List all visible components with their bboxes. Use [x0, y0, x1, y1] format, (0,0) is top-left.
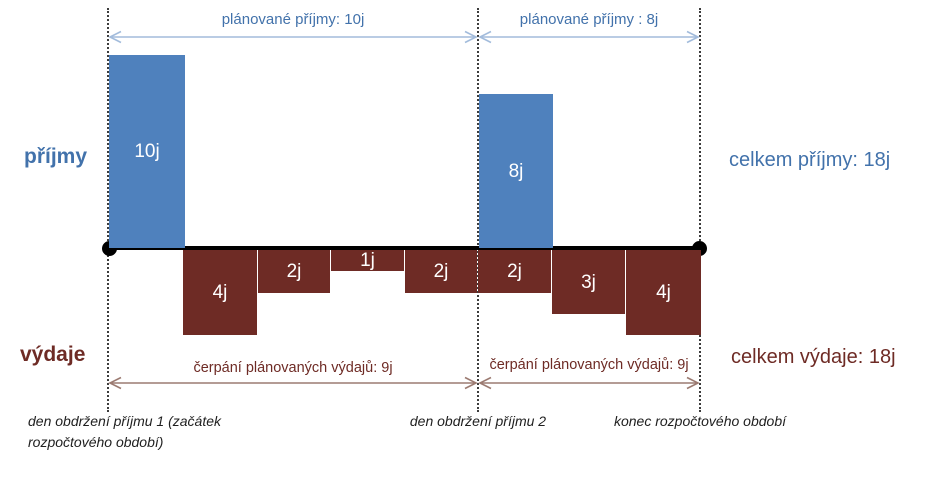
timeline-marker-start: den obdržení příjmu 1 (začátek rozpočtov… — [28, 413, 221, 450]
planned-income-span-label-1: plánované příjmy: 10j — [221, 11, 365, 28]
spending-arrow-1 — [108, 376, 478, 390]
planned-income-arrow-1 — [108, 30, 478, 44]
income-bar: 8j — [479, 94, 553, 248]
expense-bar: 2j — [258, 250, 330, 293]
spending-arrow-2 — [478, 376, 700, 390]
expense-bar: 4j — [183, 250, 257, 335]
income-axis-label: příjmy — [24, 145, 88, 168]
timeline-guide-end — [699, 8, 701, 412]
timeline-axis — [108, 246, 702, 250]
expense-bar: 1j — [331, 250, 404, 271]
expense-bar: 2j — [478, 250, 551, 293]
expense-bar-value: 4j — [212, 282, 228, 303]
expense-bar: 2j — [405, 250, 477, 293]
planned-income-span-label-2: plánované příjmy : 8j — [519, 11, 659, 28]
expense-bar-value: 2j — [433, 261, 449, 282]
expense-axis-label: výdaje — [20, 343, 86, 366]
spending-span-label-2: čerpání plánovaných výdajů: 9j — [489, 357, 689, 373]
timeline-guide-start — [107, 8, 109, 412]
timeline-marker-end: konec rozpočtového období — [613, 413, 786, 429]
expense-bar-value: 1j — [360, 250, 375, 271]
timeline-marker-income2: den obdržení příjmu 2 — [409, 413, 547, 429]
spending-span-label-1: čerpání plánovaných výdajů: 9j — [193, 360, 393, 376]
timeline-guide-income2 — [477, 8, 479, 412]
income-bar: 10j — [109, 55, 185, 248]
expense-bar-value: 2j — [507, 261, 522, 282]
income-bar-value: 8j — [508, 160, 524, 182]
expense-bar-value: 4j — [656, 282, 671, 303]
expense-bar-value: 2j — [286, 261, 302, 282]
planned-income-arrow-2 — [478, 30, 700, 44]
income-total-label: celkem příjmy: 18j — [729, 149, 891, 171]
expense-bar-value: 3j — [581, 271, 596, 293]
income-bar-value: 10j — [134, 141, 160, 162]
expense-bar: 4j — [626, 250, 701, 335]
expense-total-label: celkem výdaje: 18j — [731, 346, 896, 368]
expense-bar: 3j — [552, 250, 625, 314]
